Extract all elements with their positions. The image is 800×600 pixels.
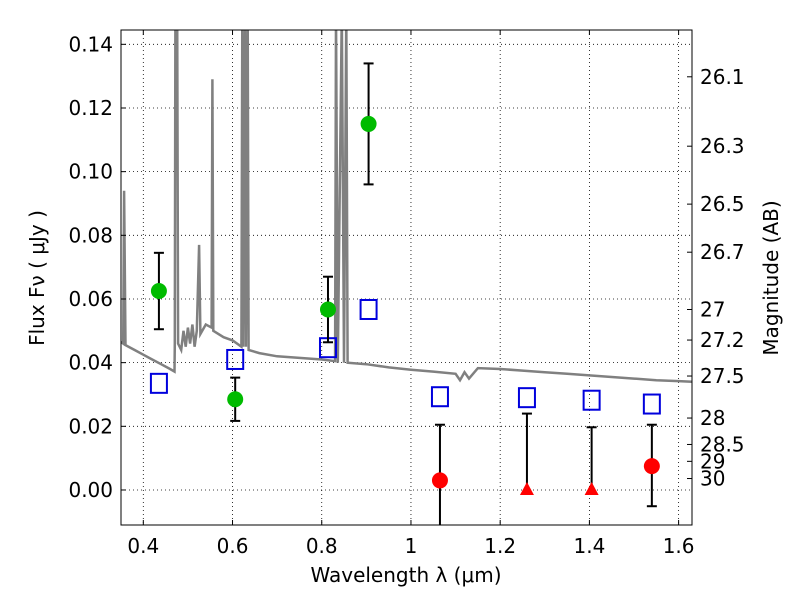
y-tick-label: 0.08 (68, 223, 113, 247)
right-tick-label: 30 (700, 467, 725, 491)
x-tick-label: 0.4 (127, 534, 159, 558)
model-bandpass-square (517, 387, 536, 409)
right-tick-label: 27.5 (700, 364, 745, 388)
non-detection-point (431, 472, 448, 489)
y-tick-label: 0.04 (68, 351, 113, 375)
x-tick-labels: 0.4 0.6 0.8 1 1.2 1.4 1.6 (127, 534, 694, 558)
model-bandpass-square (642, 393, 661, 415)
detection-point (319, 301, 336, 318)
axis-ticks (121, 30, 692, 525)
x-tick-label: 1.2 (484, 534, 516, 558)
detection-point (360, 115, 377, 132)
model-spectrum-line (121, 30, 692, 384)
y-tick-label: 0.00 (68, 478, 113, 502)
right-tick-label: 27 (700, 297, 725, 321)
model-bandpass-square (582, 389, 601, 411)
y-tick-label: 0.14 (68, 32, 113, 56)
model-bandpass-square (430, 386, 449, 408)
plot-frame (120, 29, 693, 526)
detection-point (227, 391, 244, 408)
plot-area (121, 30, 692, 525)
right-tick-label: 28 (700, 406, 725, 430)
y-tick-label: 0.10 (68, 160, 113, 184)
y-tick-labels: 0.00 0.02 0.04 0.06 0.08 0.10 0.12 0.14 (68, 32, 113, 502)
y-tick-label: 0.06 (68, 287, 113, 311)
right-tick-label: 29 (700, 449, 725, 473)
right-axis-label: Magnitude (AB) (759, 200, 783, 355)
model-bandpass-square (359, 298, 378, 320)
right-tick-label: 26.1 (700, 65, 745, 89)
model-bandpass-square (226, 348, 245, 370)
y-axis-label: Flux Fν ( μJy ) (25, 210, 49, 346)
right-tick-label: 26.5 (700, 192, 745, 216)
right-tick-label: 27.2 (700, 328, 745, 352)
right-tick-label: 26.7 (700, 240, 745, 264)
data-markers (149, 62, 661, 525)
right-tick-label: 26.3 (700, 134, 745, 158)
upper-limit-triangle (519, 481, 534, 495)
x-tick-label: 0.8 (306, 534, 338, 558)
grid-lines (121, 30, 692, 525)
x-tick-label: 1.6 (663, 534, 695, 558)
non-detection-point (643, 458, 660, 475)
right-tick-label: 28.5 (700, 432, 745, 456)
x-tick-label: 0.6 (217, 534, 249, 558)
y-tick-label: 0.12 (68, 96, 113, 120)
detection-point (150, 283, 167, 300)
upper-limit-triangle (584, 481, 599, 495)
model-bandpass-square (149, 372, 168, 394)
y-tick-label: 0.02 (68, 414, 113, 438)
x-axis-label: Wavelength λ (μm) (310, 563, 501, 587)
x-tick-label: 1.4 (573, 534, 605, 558)
x-tick-label: 1 (405, 534, 418, 558)
